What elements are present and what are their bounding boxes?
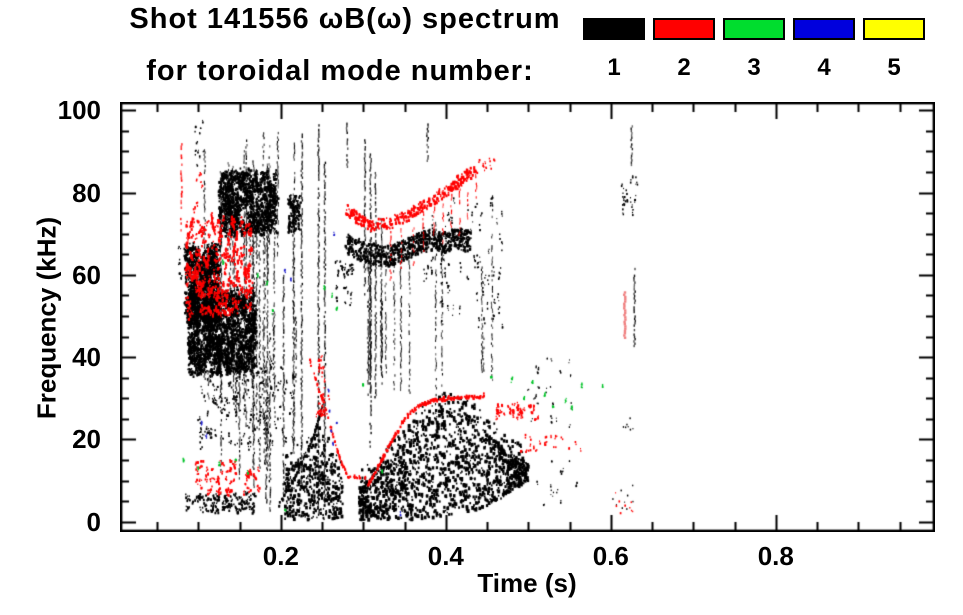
legend-swatch-mode-1 — [583, 18, 645, 40]
y-axis-title: Frequency (kHz) — [31, 216, 62, 420]
legend-swatch-mode-2 — [653, 18, 715, 40]
y-tick-label: 80 — [72, 177, 101, 208]
legend-item-mode-5: 5 — [863, 18, 925, 80]
legend-item-mode-4: 4 — [793, 18, 855, 80]
plot-area — [120, 102, 935, 532]
legend-item-mode-2: 2 — [653, 18, 715, 80]
legend-label-mode-3: 3 — [747, 54, 761, 81]
legend-swatch-mode-3 — [723, 18, 785, 40]
legend-swatch-mode-4 — [793, 18, 855, 40]
legend-label-mode-2: 2 — [677, 54, 691, 81]
mode-legend: 1 2 3 4 5 — [583, 18, 925, 80]
legend-label-mode-1: 1 — [607, 54, 621, 81]
x-tick-label: 0.4 — [427, 541, 464, 571]
x-axis-title: Time (s) — [477, 568, 577, 598]
y-tick-label: 0 — [86, 506, 101, 537]
y-tick-label: 20 — [72, 424, 101, 455]
legend-item-mode-1: 1 — [583, 18, 645, 80]
y-tick-label: 100 — [57, 95, 101, 126]
y-tick-label: 60 — [72, 259, 101, 290]
legend-item-mode-3: 3 — [723, 18, 785, 80]
legend-swatch-mode-5 — [863, 18, 925, 40]
x-tick-label: 0.8 — [757, 541, 794, 571]
y-tick-label: 40 — [72, 342, 101, 373]
chart-title-line2: for toroidal mode number: — [146, 55, 534, 87]
legend-label-mode-5: 5 — [887, 54, 901, 81]
legend-label-mode-4: 4 — [817, 54, 831, 81]
spectrogram-canvas — [120, 102, 935, 532]
chart-title-line1: Shot 141556 ωB(ω) spectrum — [129, 3, 561, 35]
x-tick-label: 0.2 — [262, 541, 299, 571]
x-tick-label: 0.6 — [592, 541, 629, 571]
